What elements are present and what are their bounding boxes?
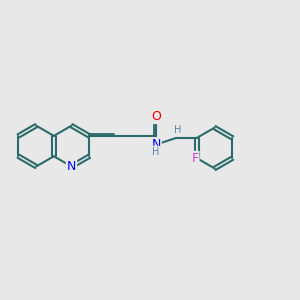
Text: H: H — [152, 147, 160, 157]
Text: F: F — [191, 152, 199, 165]
Text: H: H — [174, 125, 182, 135]
Text: O: O — [151, 110, 161, 123]
Text: N: N — [67, 160, 76, 173]
Text: N: N — [152, 138, 161, 151]
